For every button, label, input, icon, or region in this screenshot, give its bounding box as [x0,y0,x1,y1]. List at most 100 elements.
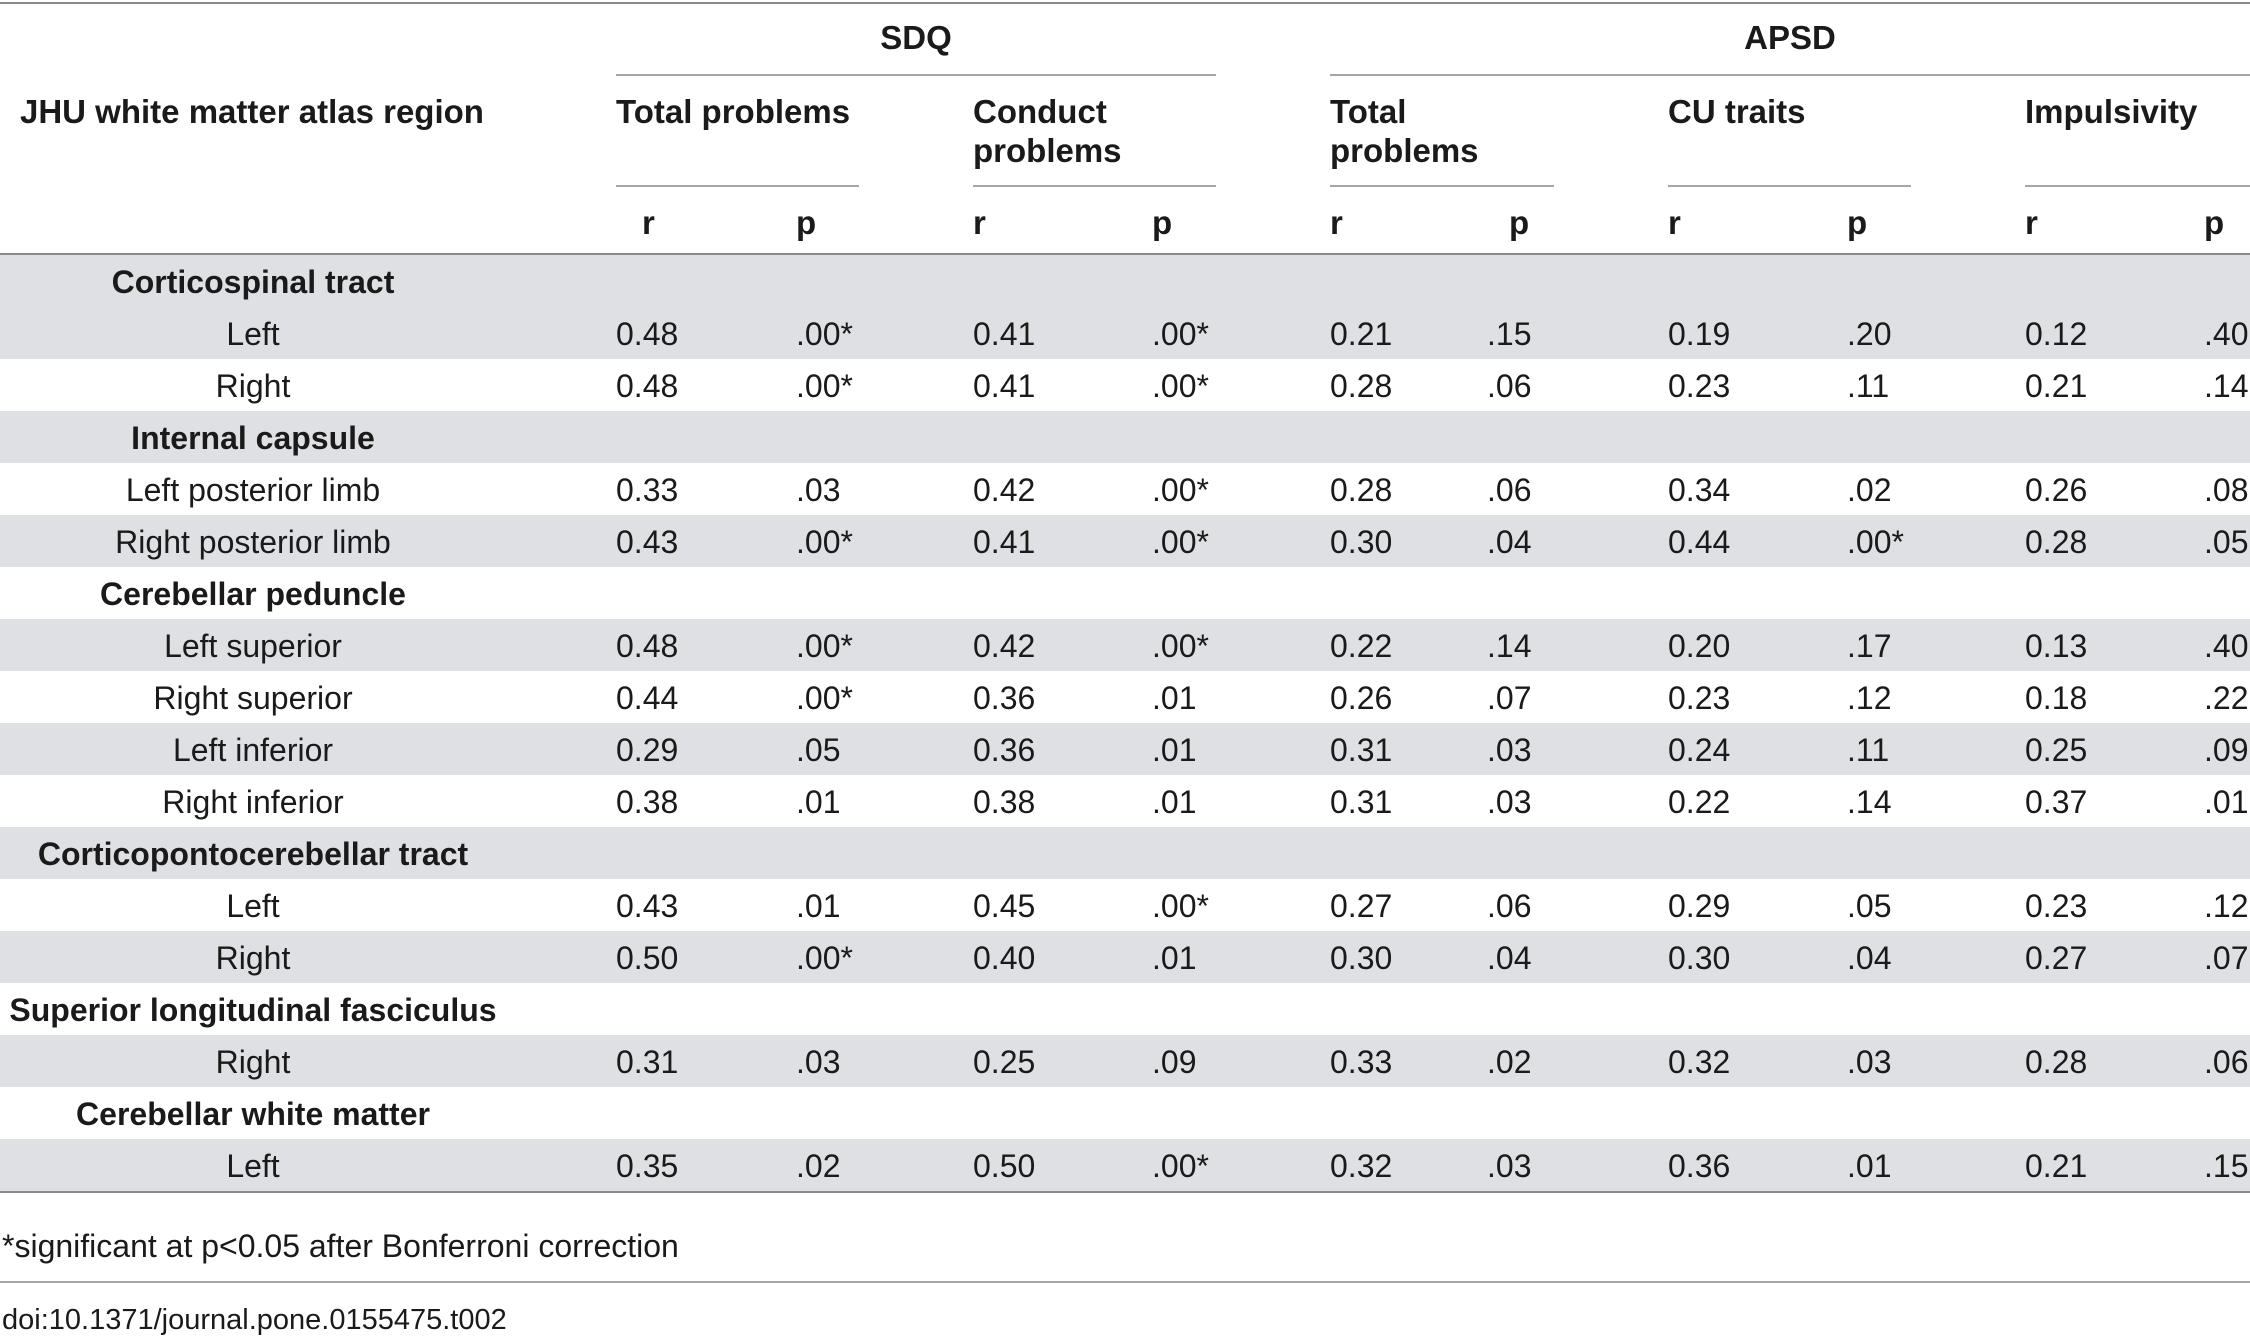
r-value: 0.44 [616,680,679,716]
r-value: 0.35 [616,1148,679,1184]
p-value: .00* [1847,524,1904,560]
r-value: 0.22 [1330,628,1393,664]
region-label: Right [215,368,291,404]
r-value: 0.41 [973,368,1036,404]
p-value: .15 [2204,1148,2249,1184]
table-row: Right superior 0.44 .00* 0.36 .01 0.26 .07 0.23… [0,671,2250,723]
r-value: 0.23 [1668,680,1731,716]
p-value: .06 [1487,472,1532,508]
r-value: 0.25 [973,1044,1036,1080]
r-value: 0.50 [616,940,679,976]
p-value: .00* [796,524,853,560]
r-value: 0.36 [973,680,1036,716]
region-label: Right inferior [162,784,344,820]
r-value: 0.27 [2025,940,2088,976]
table-row: Left superior 0.48 .00* 0.42 .00* 0.22 .14 0.20… [0,619,2250,671]
r-value: 0.20 [1668,628,1731,664]
r-label: r [1330,204,1343,241]
region-label: Right superior [153,680,353,716]
p-label: p [1847,204,1868,241]
p-value: .04 [1487,940,1532,976]
r-value: 0.41 [973,316,1036,352]
r-value: 0.23 [2025,888,2088,924]
p-value: .00* [1152,316,1209,352]
region-label: Right [215,1044,291,1080]
p-value: .03 [1487,1148,1532,1184]
p-value: .00* [796,628,853,664]
r-value: 0.32 [1330,1148,1393,1184]
sdq-conduct-rule [973,185,1216,187]
table-row: Left 0.35 .02 0.50 .00* 0.32 .03 0.36 .01 0.21 .15 [0,1139,2250,1191]
r-value: 0.21 [1330,316,1393,352]
r-value: 0.19 [1668,316,1731,352]
p-value: .05 [2204,524,2249,560]
group-row: Superior longitudinal fasciculus [0,983,2250,1035]
p-value: .06 [2204,1044,2249,1080]
r-value: 0.44 [1668,524,1731,560]
r-value: 0.30 [1330,524,1393,560]
p-value: .00* [796,368,853,404]
table-row: Right 0.31 .03 0.25 .09 0.33 .02 0.32 .03 0.28 .06 [0,1035,2250,1087]
p-value: .01 [1152,784,1197,820]
table-row: Left inferior 0.29 .05 0.36 .01 0.31 .03 0.24 .1… [0,723,2250,775]
p-value: .01 [1847,1148,1892,1184]
region-label: Left posterior limb [125,472,381,508]
p-value: .03 [1847,1044,1892,1080]
r-value: 0.21 [2025,368,2088,404]
doi-text: doi:10.1371/journal.pone.0155475.t002 [2,1304,507,1336]
p-value: .00* [796,940,853,976]
r-value: 0.50 [973,1148,1036,1184]
table-row: Right posterior limb 0.43 .00* 0.41 .00* 0.30… [0,515,2250,567]
p-value: .40 [2204,628,2249,664]
r-value: 0.30 [1330,940,1393,976]
table-row: Left posterior limb 0.33 .03 0.42 .00* 0.28 .0… [0,463,2250,515]
group-row: Cerebellar peduncle [0,567,2250,619]
header-bottom-rule [0,253,2250,255]
p-value: .00* [796,680,853,716]
p-value: .17 [1847,628,1892,664]
p-value: .11 [1847,732,1890,768]
apsd-total-problems-header: Total problems [1330,93,1479,169]
r-label: r [642,204,655,241]
group-row: Corticopontocerebellar tract [0,827,2250,879]
p-value: .01 [2204,784,2249,820]
p-value: .04 [1487,524,1532,560]
group-row: Internal capsule [0,411,2250,463]
table-row: Right 0.48 .00* 0.41 .00* 0.28 .06 0.23 .11 0.21.… [0,359,2250,411]
sdq-total-rule [616,185,859,187]
sdq-total-problems-header: Total problems [616,93,851,130]
r-value: 0.33 [1330,1044,1393,1080]
r-value: 0.18 [2025,680,2088,716]
p-value: .03 [796,472,841,508]
p-value: .14 [1487,628,1532,664]
r-value: 0.45 [973,888,1036,924]
table-row: Left 0.48 .00* 0.41 .00* 0.21 .15 0.19 .20 0.12 .4… [0,307,2250,359]
r-value: 0.28 [2025,524,2088,560]
r-label: r [973,204,986,241]
r-value: 0.24 [1668,732,1731,768]
p-value: .05 [1847,888,1892,924]
p-value: .02 [1847,472,1892,508]
region-label: Right [215,940,291,976]
p-value: .22 [2204,680,2249,716]
region-label: Left superior [164,628,342,664]
p-label: p [1152,204,1173,241]
r-value: 0.21 [2025,1148,2088,1184]
p-value: .15 [1487,316,1532,352]
sdq-group-header: SDQ [880,19,952,56]
p-value: .01 [796,888,841,924]
group-label: Corticopontocerebellar tract [37,836,469,872]
region-label: Left [226,1148,280,1184]
p-label: p [796,204,817,241]
r-value: 0.41 [973,524,1036,560]
p-value: .06 [1487,888,1532,924]
p-value: .00* [1152,888,1209,924]
footnote-rule [0,1281,2250,1283]
r-value: 0.36 [973,732,1036,768]
region-label: Right posterior limb [115,524,391,560]
apsd-cu-traits-header: CU traits [1668,93,1806,130]
p-value: .01 [796,784,841,820]
p-value: .14 [1847,784,1892,820]
r-value: 0.23 [1668,368,1731,404]
group-label: Internal capsule [131,420,375,456]
